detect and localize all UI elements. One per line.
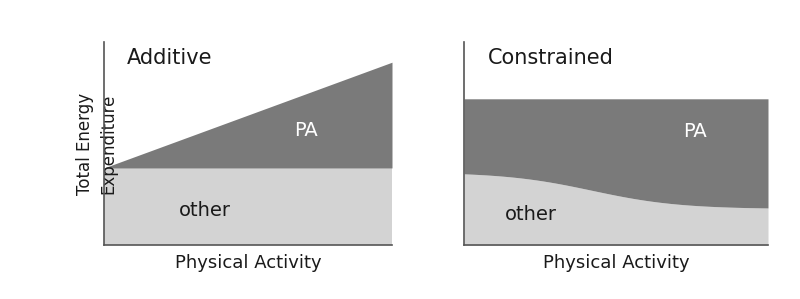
Text: other: other [179, 201, 231, 220]
Text: Additive: Additive [127, 48, 213, 68]
Text: Constrained: Constrained [488, 48, 614, 68]
Text: other: other [505, 205, 557, 224]
X-axis label: Physical Activity: Physical Activity [542, 254, 690, 271]
Text: PA: PA [294, 121, 318, 141]
X-axis label: Physical Activity: Physical Activity [174, 254, 322, 271]
Text: PA: PA [683, 122, 707, 141]
Y-axis label: Total Energy
Expenditure: Total Energy Expenditure [76, 92, 118, 195]
